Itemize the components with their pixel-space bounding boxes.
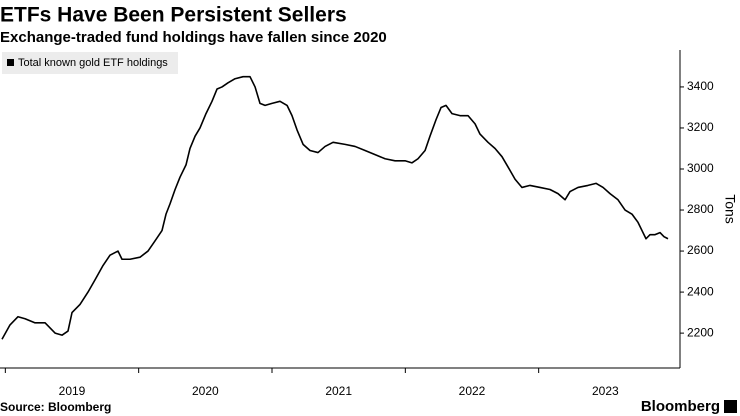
- x-tick-label: 2019: [59, 384, 86, 398]
- brand-icon: [724, 400, 737, 413]
- source: Source: Bloomberg: [0, 400, 111, 414]
- x-tick-label: 2020: [192, 384, 219, 398]
- y-tick-label: 3000: [687, 161, 714, 175]
- x-tick-label: 2021: [325, 384, 352, 398]
- y-tick-label: 2200: [687, 325, 714, 339]
- y-axis-label: Tons: [722, 194, 738, 224]
- y-tick-label: 3400: [687, 79, 714, 93]
- chart-subtitle: Exchange-traded fund holdings have falle…: [0, 29, 387, 46]
- brand: Bloomberg: [641, 398, 720, 415]
- line: [1, 75, 669, 340]
- y-tick-label: 2600: [687, 243, 714, 257]
- legend-box: [2, 52, 178, 74]
- y-tick-label: 3200: [687, 120, 714, 134]
- legend-label: Total known gold ETF holdings: [18, 57, 168, 69]
- legend-swatch: [7, 59, 14, 66]
- chart-title: ETFs Have Been Persistent Sellers: [0, 4, 347, 27]
- y-tick-label: 2800: [687, 202, 714, 216]
- x-tick-label: 2023: [592, 384, 619, 398]
- x-tick-label: 2022: [459, 384, 486, 398]
- y-tick-label: 2400: [687, 284, 714, 298]
